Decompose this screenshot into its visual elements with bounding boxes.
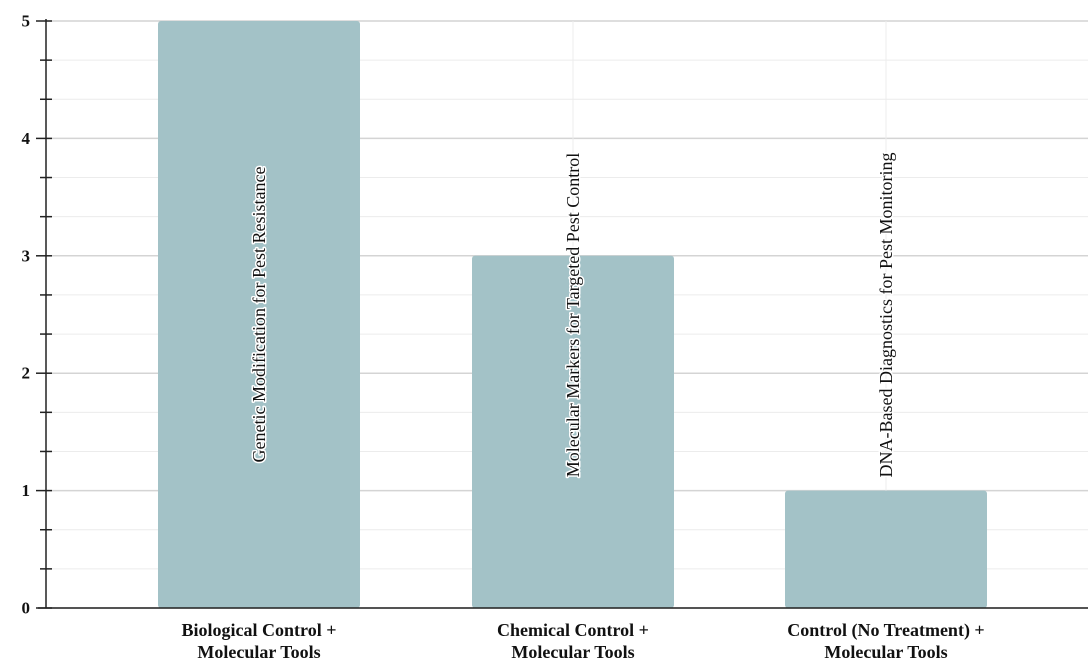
- x-axis-category-labels: Biological Control + Molecular Tools Chemi…: [182, 620, 985, 662]
- bar: [158, 21, 360, 608]
- bar-labels: Genetic Modification for Pest Resistance…: [248, 151, 898, 479]
- bar-label: Genetic Modification for Pest Resistance: [249, 167, 269, 463]
- y-tick-label: 2: [22, 364, 31, 383]
- x-category-label: Biological Control + Molecular Tools: [182, 620, 337, 662]
- bars: [158, 21, 987, 609]
- y-tick-label: 1: [22, 481, 31, 500]
- y-axis-ticks: 0 1 2 3 4 5: [22, 12, 52, 618]
- bar: [472, 255, 674, 609]
- axes: [38, 19, 1088, 609]
- y-tick-label: 3: [22, 246, 31, 265]
- y-tick-label: 5: [22, 12, 31, 31]
- y-tick-label: 0: [22, 599, 31, 618]
- x-category-label: Control (No Treatment) + Molecular Tools: [787, 620, 984, 662]
- bar: [785, 490, 987, 608]
- x-category-label: Chemical Control + Molecular Tools: [497, 620, 649, 662]
- bar-label: DNA-Based Diagnostics for Pest Monitorin…: [876, 153, 896, 478]
- bar-label: Molecular Markers for Targeted Pest Cont…: [563, 153, 583, 478]
- y-tick-label: 4: [22, 129, 31, 148]
